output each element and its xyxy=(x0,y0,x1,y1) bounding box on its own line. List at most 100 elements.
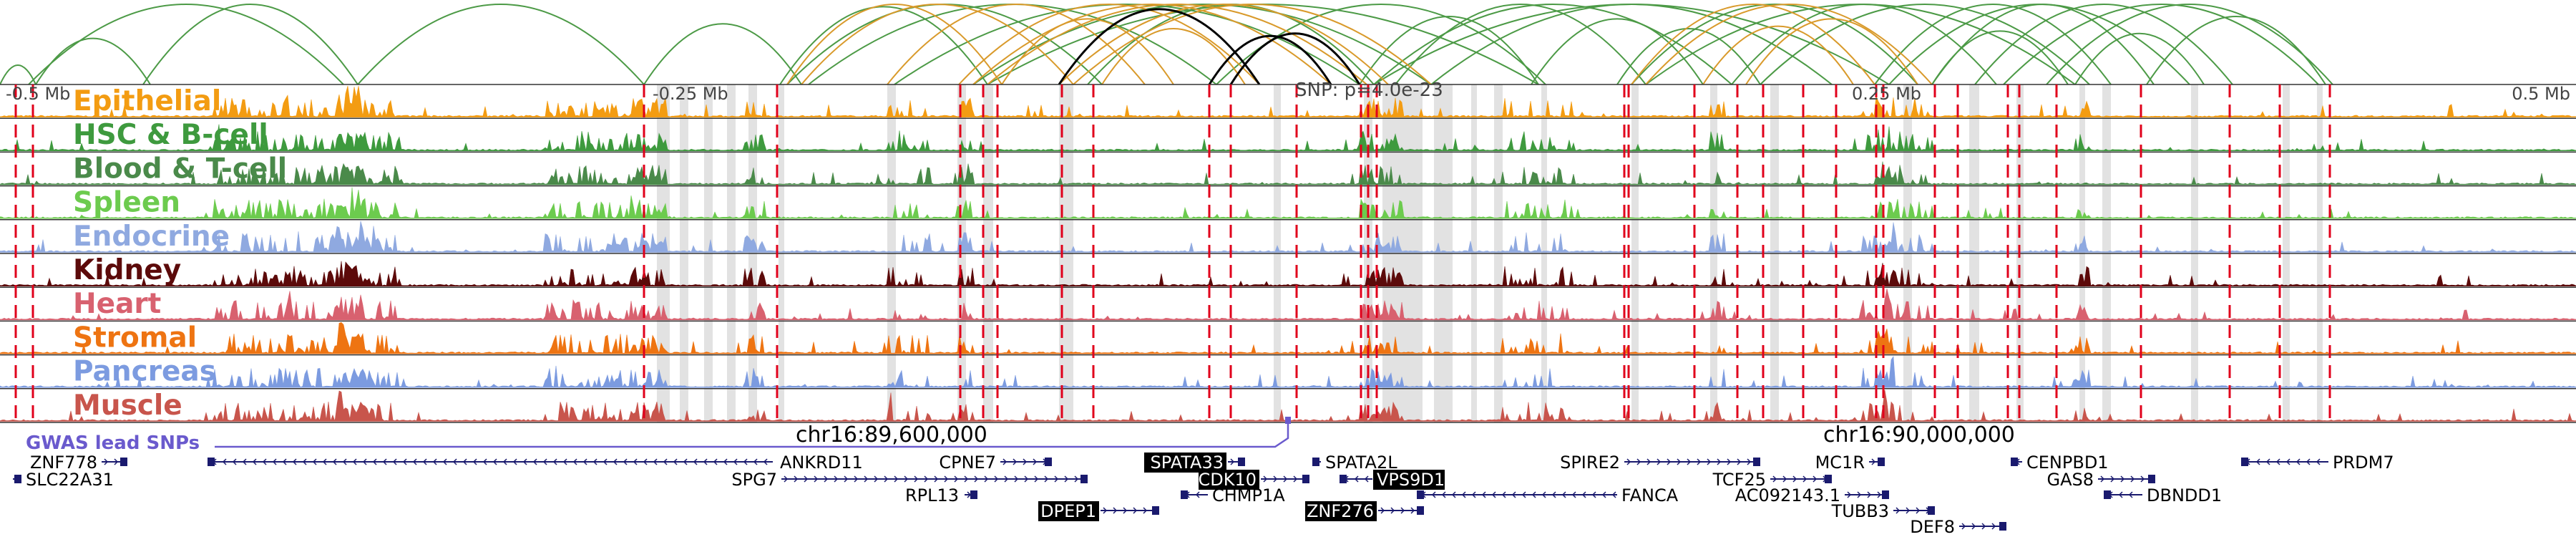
gene-label-18: TUBB3 xyxy=(1831,501,1889,521)
coord-left-label: chr16:89,600,000 xyxy=(796,422,987,448)
gene-arrow xyxy=(432,458,437,465)
gene-arrow xyxy=(1636,458,1641,465)
gene-arrow xyxy=(844,475,849,483)
gene-arrow xyxy=(874,475,879,483)
gene-arrow xyxy=(482,458,487,465)
loop-black-1 xyxy=(1208,34,1332,85)
gene-arrow xyxy=(914,475,919,483)
gene-arrow xyxy=(1024,475,1029,483)
gene-arrow xyxy=(1782,475,1787,483)
gene-arrow xyxy=(272,458,277,465)
gene-14: SPIRE2 xyxy=(1560,453,1760,473)
cre-marker-lines xyxy=(14,84,2331,422)
gene-arrow xyxy=(442,458,447,465)
gene-exon-8 xyxy=(1302,475,1309,483)
gene-22: DBNDD1 xyxy=(2104,485,2222,505)
ruler-mid-right-label: 0.25 Mb xyxy=(1852,84,1921,104)
gene-arrow xyxy=(312,458,317,465)
gene-12: VPS9D1 xyxy=(1340,470,1445,490)
gene-arrow xyxy=(332,458,337,465)
gene-exon-6 xyxy=(1152,506,1159,515)
gene-arrow xyxy=(572,458,577,465)
gene-arrow xyxy=(582,458,587,465)
gene-exon-9 xyxy=(1181,490,1188,499)
gene-arrow xyxy=(974,475,979,483)
gene-arrow xyxy=(663,458,668,465)
gene-arrow xyxy=(703,458,708,465)
gene-arrow xyxy=(1400,507,1405,514)
loop-orange-13 xyxy=(1745,18,1918,85)
gene-arrow xyxy=(613,458,618,465)
gene-arrow xyxy=(502,458,507,465)
loop-green-7 xyxy=(786,4,1103,85)
gene-arrow xyxy=(1451,491,1456,498)
gene-arrow xyxy=(814,475,819,483)
gene-arrow xyxy=(1657,458,1662,465)
gene-arrow xyxy=(1123,507,1128,514)
gene-label-0: ZNF778 xyxy=(30,453,97,473)
gene-arrow xyxy=(352,458,357,465)
gene-arrow xyxy=(402,458,407,465)
ruler: -0.5 Mb -0.25 Mb SNP: p=4.0e-23 0.25 Mb … xyxy=(6,79,2570,104)
gene-arrow xyxy=(713,458,718,465)
gene-arrow xyxy=(1561,491,1566,498)
gene-arrow xyxy=(954,475,959,483)
gene-arrow xyxy=(562,458,567,465)
gene-3: SPG7 xyxy=(731,470,1088,490)
gene-arrow xyxy=(1813,475,1818,483)
gene-label-bg-12 xyxy=(1373,470,1445,490)
gene-label-17: AC092143.1 xyxy=(1735,485,1840,505)
gene-arrow xyxy=(934,475,939,483)
loop-green-21 xyxy=(1631,4,1918,85)
gene-arrow xyxy=(2275,458,2280,465)
track-3 xyxy=(0,185,2576,219)
gwas-connector xyxy=(215,420,1289,448)
gene-exon-22 xyxy=(2104,490,2111,499)
gene-label-4: CPNE7 xyxy=(939,453,996,473)
gene-arrow xyxy=(382,458,387,465)
gene-arrow xyxy=(222,458,227,465)
gene-arrow xyxy=(2306,458,2311,465)
gene-exon-12 xyxy=(1340,475,1347,483)
gene-arrow xyxy=(1044,475,1049,483)
gene-label-2: ANKRD11 xyxy=(780,453,863,473)
gene-arrow xyxy=(252,458,257,465)
gene-arrow xyxy=(342,458,347,465)
loop-orange-7 xyxy=(1058,4,1389,85)
gene-arrow xyxy=(743,458,748,465)
gene-arrow xyxy=(1857,491,1862,498)
track-signal-3 xyxy=(0,187,2576,219)
gene-arrow xyxy=(1646,458,1652,465)
gene-label-3: SPG7 xyxy=(731,470,777,490)
track-label-8: Pancreas xyxy=(73,356,216,388)
gene-panel: chr16:89,600,000 chr16:90,000,000 GWAS l… xyxy=(13,417,2394,537)
gene-arrow xyxy=(1551,491,1556,498)
gene-label-11: SPATA2L xyxy=(1325,453,1397,473)
gene-arrow xyxy=(552,458,557,465)
gene-arrow xyxy=(522,458,527,465)
gene-label-1: SLC22A31 xyxy=(26,470,114,490)
loop-orange-2 xyxy=(887,4,1146,85)
loop-green-5 xyxy=(643,23,802,85)
gene-arrow xyxy=(1103,507,1108,514)
gene-16: MC1R xyxy=(1815,453,1885,473)
gene-arrow xyxy=(643,458,648,465)
gene-exon-18 xyxy=(1928,506,1935,515)
gene-exon-5 xyxy=(970,490,977,499)
gene-arrow xyxy=(1601,491,1606,498)
loop-green-14 xyxy=(1359,16,1539,85)
track-signal-7 xyxy=(0,322,2576,354)
gene-arrow xyxy=(1802,475,1807,483)
loops-panel xyxy=(0,4,2333,85)
gene-label-15: TCF25 xyxy=(1712,470,1766,490)
gene-arrow xyxy=(462,458,467,465)
gene-label-20: CENPBD1 xyxy=(2026,453,2109,473)
loop-green-4 xyxy=(357,4,645,85)
loop-green-30 xyxy=(2046,4,2333,85)
gene-arrow xyxy=(1531,491,1536,498)
gene-arrow xyxy=(1877,491,1882,498)
gene-arrow xyxy=(392,458,397,465)
track-signal-2 xyxy=(0,161,2576,185)
gene-arrow xyxy=(2296,458,2301,465)
